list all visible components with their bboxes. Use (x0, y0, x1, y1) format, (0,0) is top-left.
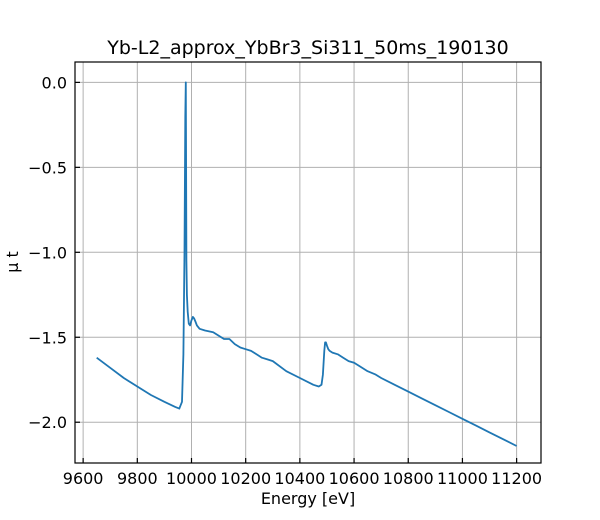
y-tick-label: −1.5 (28, 328, 67, 347)
plot-frame (74, 61, 542, 464)
x-tick-labels: 9600 9800 10000 10200 10400 10600 10800 11000 11… (63, 469, 542, 488)
grid (75, 62, 541, 463)
x-tick-label: 9800 (117, 469, 158, 488)
y-axis-label: μ t (3, 251, 22, 273)
chart-title: Yb-L2_approx_YbBr3_Si311_50ms_190130 (106, 37, 508, 59)
series-line (96, 81, 518, 447)
axis-ticks (75, 81, 518, 463)
x-tick-label: 10600 (329, 469, 380, 488)
x-tick-label: 10800 (383, 469, 434, 488)
x-axis-label: Energy [eV] (261, 489, 355, 508)
x-tick-label: 10200 (220, 469, 271, 488)
y-tick-labels: 0.0 −0.5 −1.0 −1.5 −2.0 (28, 73, 67, 432)
x-tick-label: 11200 (491, 469, 542, 488)
x-tick-label: 10400 (274, 469, 325, 488)
x-tick-label: 9600 (63, 469, 104, 488)
x-tick-label: 10000 (166, 469, 217, 488)
y-tick-label: 0.0 (42, 73, 67, 92)
x-tick-label: 11000 (437, 469, 488, 488)
y-tick-label: −0.5 (28, 158, 67, 177)
y-tick-label: −2.0 (28, 413, 67, 432)
y-tick-label: −1.0 (28, 243, 67, 262)
